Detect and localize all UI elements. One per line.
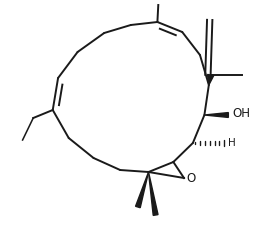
Text: H: H bbox=[228, 138, 236, 148]
Polygon shape bbox=[207, 74, 214, 85]
Polygon shape bbox=[149, 172, 158, 215]
Text: OH: OH bbox=[232, 107, 250, 120]
Polygon shape bbox=[136, 172, 149, 208]
Polygon shape bbox=[204, 113, 228, 117]
Text: O: O bbox=[186, 172, 196, 184]
